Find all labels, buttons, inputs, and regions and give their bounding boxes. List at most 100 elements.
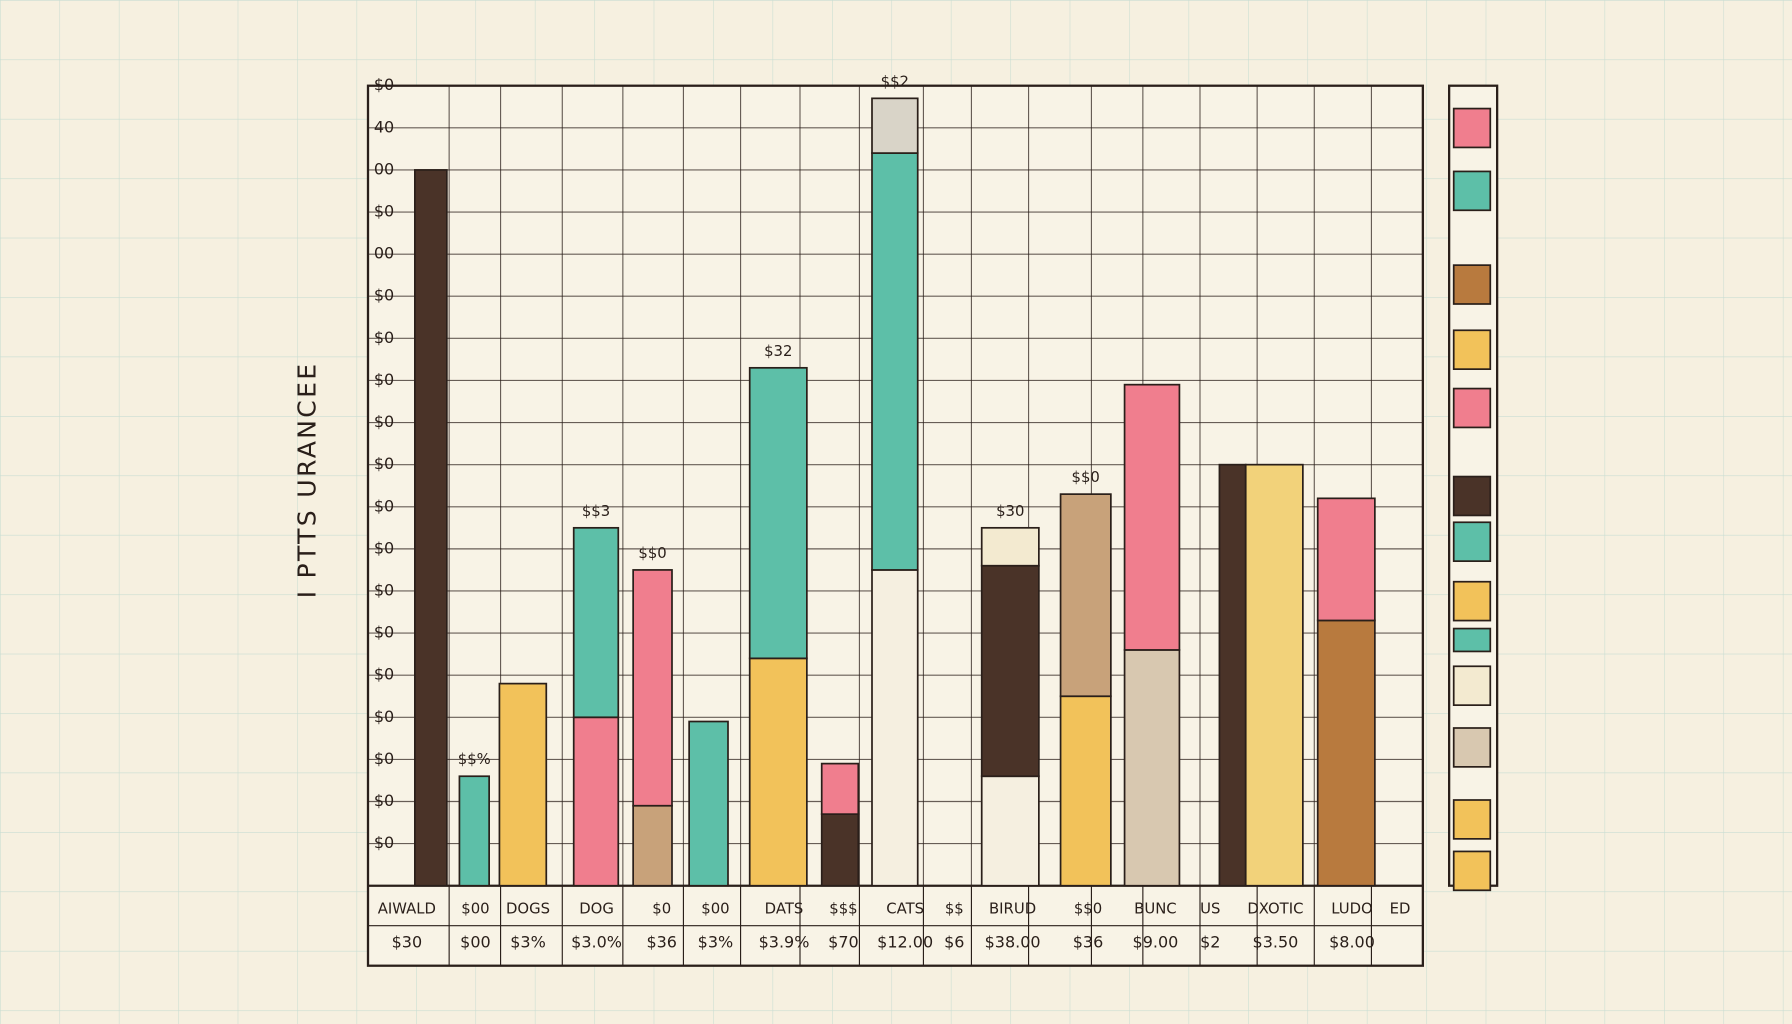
y-tick-label: $0 [374, 75, 394, 94]
bar-segment [748, 657, 808, 887]
bar-segment [632, 569, 673, 807]
bar-segment [980, 526, 1040, 567]
bar-segment [820, 762, 860, 815]
bar-segment [871, 97, 919, 154]
bar-segment [1244, 463, 1304, 887]
bar-segment [1316, 497, 1376, 622]
y-tick-label: $0 [374, 749, 394, 768]
legend-swatch [1452, 107, 1492, 149]
category-label: CATS [886, 900, 924, 918]
y-tick-label: $0 [374, 538, 394, 557]
y-tick-label: $0 [374, 707, 394, 726]
legend-swatch [1452, 627, 1492, 653]
category-label: DOG [579, 900, 614, 918]
category-label: LUDO [1331, 900, 1373, 918]
category-label: BUNC [1134, 900, 1177, 918]
bar-segment [1316, 619, 1376, 887]
price-label: $3.0% [571, 932, 622, 951]
category-label: DATS [765, 900, 804, 918]
bar-label: $$2 [881, 72, 909, 90]
category-label: AIWALD [378, 900, 436, 918]
bar-segment [980, 564, 1040, 778]
bar-segment [498, 682, 548, 887]
bar-label: $30 [996, 502, 1024, 520]
bar-segment [1218, 463, 1247, 887]
legend-swatch [1452, 170, 1492, 212]
y-tick-label: $0 [374, 454, 394, 473]
price-label: $70 [828, 932, 859, 951]
price-label: $00 [460, 932, 491, 951]
legend-swatch [1452, 387, 1492, 429]
y-tick-label: $0 [374, 623, 394, 642]
category-label: DXOTIC [1247, 900, 1303, 918]
legend-swatch [1452, 475, 1492, 517]
bar-segment [748, 366, 808, 660]
bar-segment [1123, 383, 1181, 651]
price-label: $8.00 [1329, 932, 1375, 951]
category-label: $$ [945, 900, 964, 918]
bar-segment [572, 716, 620, 887]
price-label: $36 [646, 932, 677, 951]
category-label: DOGS [506, 900, 550, 918]
bar-segment [1059, 493, 1112, 698]
bar-segment [688, 720, 729, 887]
bar-segment [980, 775, 1040, 887]
bar-segment [572, 526, 620, 719]
category-label: ED [1390, 900, 1411, 918]
price-label: $3.50 [1253, 932, 1299, 951]
y-tick-label: $0 [374, 665, 394, 684]
y-tick-label: $0 [374, 370, 394, 389]
bar-label: $$3 [582, 502, 610, 520]
y-tick-label: 40 [374, 117, 394, 136]
y-tick-label: $0 [374, 328, 394, 347]
category-label: $00 [461, 900, 489, 918]
bar-segment [871, 569, 919, 887]
bar-segment [632, 804, 673, 887]
category-label: BIRUD [989, 900, 1036, 918]
price-label: $9.00 [1133, 932, 1179, 951]
y-tick-label: $0 [374, 496, 394, 515]
category-label: $$$ [829, 900, 857, 918]
price-label: $36 [1073, 932, 1104, 951]
legend-swatch [1452, 264, 1492, 305]
price-label: $38.00 [985, 932, 1041, 951]
y-tick-label: $0 [374, 580, 394, 599]
y-axis-title: I PTTS URANCEE [293, 362, 322, 599]
price-label: $6 [944, 932, 964, 951]
legend-swatch [1452, 850, 1492, 892]
y-tick-label: $0 [374, 412, 394, 431]
category-label: $00 [701, 900, 729, 918]
legend-swatch [1452, 799, 1492, 840]
bar-label: $32 [764, 342, 792, 360]
y-tick-label: $0 [374, 202, 394, 221]
category-label: $0 [652, 900, 671, 918]
bar-label: $$% [458, 750, 491, 768]
bar-segment [414, 169, 448, 887]
bar-label: $$0 [1072, 468, 1100, 486]
bar-label: $$0 [638, 544, 666, 562]
legend-swatch [1452, 727, 1492, 768]
price-label: $2 [1200, 932, 1220, 951]
y-tick-label: $0 [374, 833, 394, 852]
price-label: $30 [392, 932, 423, 951]
bar-segment [871, 152, 919, 571]
category-label: $$0 [1074, 900, 1102, 918]
y-tick-label: 00 [374, 159, 394, 178]
y-tick-label: $0 [374, 791, 394, 810]
bar-segment [1123, 649, 1181, 887]
legend-swatch [1452, 580, 1492, 622]
bar-segment [820, 813, 860, 887]
legend-swatch [1452, 665, 1492, 706]
legend-swatch [1452, 329, 1492, 370]
price-label: $12.00 [877, 932, 933, 951]
bar-segment [1059, 695, 1112, 887]
price-label: $3.9% [759, 932, 810, 951]
price-label: $3% [698, 932, 734, 951]
legend-swatch [1452, 521, 1492, 562]
bar-segment [458, 775, 490, 887]
price-label: $3% [510, 932, 546, 951]
y-tick-label: 00 [374, 244, 394, 263]
category-label: US [1200, 900, 1220, 918]
y-tick-label: $0 [374, 286, 394, 305]
